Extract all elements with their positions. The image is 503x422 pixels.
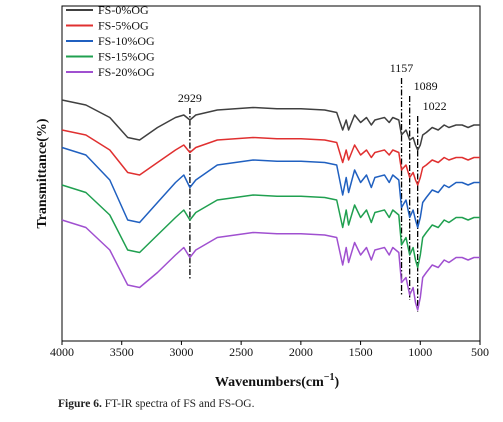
peak-label: 1089 [414,79,438,93]
x-tick-label: 2500 [229,345,253,359]
caption-text: FT-IR spectra of FS and FS-OG. [101,398,255,410]
legend-label: FS-0%OG [98,3,149,17]
x-tick-label: 1500 [349,345,373,359]
legend-label: FS-15%OG [98,50,155,64]
x-tick-label: 3500 [110,345,134,359]
y-axis-label: Transmittance(%) [35,118,50,228]
series-line [61,219,480,311]
peak-label: 2929 [178,91,202,105]
x-axis-label: Wavenumbers(cm−1) [215,372,340,390]
x-tick-label: 2000 [289,345,313,359]
x-tick-label: 500 [471,345,489,359]
figure-caption: Figure 6. FT-IR spectra of FS and FS-OG. [58,398,254,410]
legend-label: FS-10%OG [98,34,155,48]
series-line [61,99,480,151]
series-line [61,129,480,186]
series-line [61,184,480,269]
peak-label: 1022 [423,99,447,113]
plot-frame [61,5,481,342]
x-tick-label: 3000 [169,345,193,359]
legend-label: FS-5%OG [98,19,149,33]
plot-area: 4000 3500 3000 2500 2000 1500 1000 500 Wavenumbe… [35,3,489,390]
series-line [61,146,480,229]
legend-label: FS-20%OG [98,65,155,79]
peak-label: 1157 [390,61,414,75]
x-tick-label: 4000 [50,345,74,359]
x-tick-label: 1000 [408,345,432,359]
caption-label: Figure 6. [58,398,102,410]
